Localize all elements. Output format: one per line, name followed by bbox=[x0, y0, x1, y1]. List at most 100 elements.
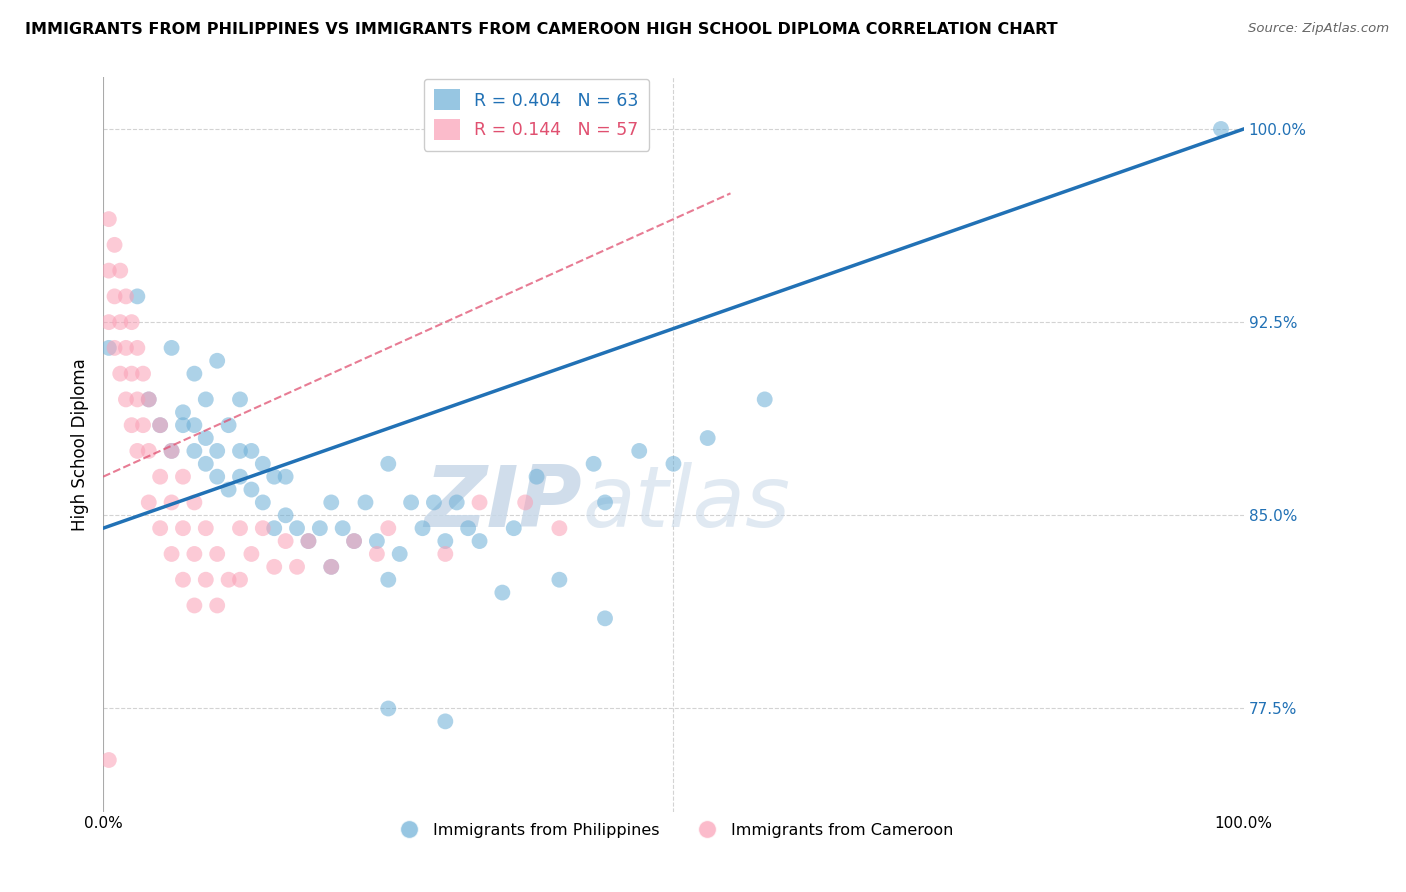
Point bbox=[205, 599, 228, 613]
Point bbox=[548, 521, 571, 535]
Point bbox=[110, 315, 132, 329]
Point bbox=[149, 521, 172, 535]
Point bbox=[132, 418, 155, 433]
Point bbox=[593, 611, 616, 625]
Point bbox=[218, 418, 240, 433]
Point bbox=[321, 559, 343, 574]
Point bbox=[110, 367, 132, 381]
Point bbox=[183, 367, 205, 381]
Point bbox=[160, 444, 183, 458]
Point bbox=[502, 521, 524, 535]
Point bbox=[285, 559, 308, 574]
Point bbox=[160, 495, 183, 509]
Point bbox=[285, 521, 308, 535]
Point bbox=[172, 573, 194, 587]
Point bbox=[138, 392, 160, 407]
Point bbox=[446, 495, 468, 509]
Point bbox=[229, 392, 252, 407]
Point bbox=[218, 573, 240, 587]
Point bbox=[263, 559, 285, 574]
Point bbox=[183, 547, 205, 561]
Point bbox=[172, 469, 194, 483]
Point bbox=[149, 469, 172, 483]
Point bbox=[229, 521, 252, 535]
Point bbox=[434, 714, 457, 729]
Point bbox=[160, 547, 183, 561]
Point bbox=[377, 521, 399, 535]
Point bbox=[377, 573, 399, 587]
Point bbox=[172, 405, 194, 419]
Point bbox=[423, 495, 446, 509]
Point bbox=[97, 315, 120, 329]
Point bbox=[593, 495, 616, 509]
Point bbox=[662, 457, 685, 471]
Point bbox=[103, 341, 125, 355]
Point bbox=[468, 495, 491, 509]
Point bbox=[548, 573, 571, 587]
Point bbox=[582, 457, 605, 471]
Point bbox=[515, 495, 537, 509]
Point bbox=[366, 547, 388, 561]
Point bbox=[343, 534, 366, 549]
Point bbox=[252, 495, 274, 509]
Point bbox=[138, 392, 160, 407]
Point bbox=[149, 418, 172, 433]
Point bbox=[115, 289, 138, 303]
Point bbox=[138, 444, 160, 458]
Point bbox=[343, 534, 366, 549]
Point bbox=[115, 392, 138, 407]
Point bbox=[274, 534, 297, 549]
Y-axis label: High School Diploma: High School Diploma bbox=[72, 358, 89, 531]
Point bbox=[194, 392, 217, 407]
Point bbox=[229, 444, 252, 458]
Point bbox=[297, 534, 319, 549]
Point bbox=[297, 534, 319, 549]
Point bbox=[388, 547, 411, 561]
Point bbox=[434, 534, 457, 549]
Point bbox=[127, 444, 149, 458]
Point bbox=[321, 495, 343, 509]
Point bbox=[115, 341, 138, 355]
Point bbox=[121, 315, 143, 329]
Text: IMMIGRANTS FROM PHILIPPINES VS IMMIGRANTS FROM CAMEROON HIGH SCHOOL DIPLOMA CORR: IMMIGRANTS FROM PHILIPPINES VS IMMIGRANT… bbox=[25, 22, 1057, 37]
Point bbox=[229, 573, 252, 587]
Point bbox=[377, 701, 399, 715]
Point bbox=[263, 469, 285, 483]
Point bbox=[274, 508, 297, 523]
Point bbox=[252, 457, 274, 471]
Point bbox=[183, 599, 205, 613]
Point bbox=[754, 392, 776, 407]
Point bbox=[526, 469, 548, 483]
Point bbox=[332, 521, 354, 535]
Point bbox=[149, 418, 172, 433]
Point bbox=[321, 559, 343, 574]
Point bbox=[110, 263, 132, 277]
Point bbox=[205, 469, 228, 483]
Point bbox=[97, 341, 120, 355]
Point bbox=[229, 469, 252, 483]
Point bbox=[252, 521, 274, 535]
Point bbox=[696, 431, 718, 445]
Point bbox=[205, 353, 228, 368]
Point bbox=[97, 263, 120, 277]
Point bbox=[354, 495, 377, 509]
Point bbox=[366, 534, 388, 549]
Point bbox=[205, 547, 228, 561]
Point bbox=[218, 483, 240, 497]
Point bbox=[240, 547, 263, 561]
Point bbox=[1209, 122, 1232, 136]
Point bbox=[434, 547, 457, 561]
Legend: Immigrants from Philippines, Immigrants from Cameroon: Immigrants from Philippines, Immigrants … bbox=[387, 816, 960, 844]
Text: atlas: atlas bbox=[582, 462, 790, 545]
Point bbox=[194, 431, 217, 445]
Point bbox=[491, 585, 513, 599]
Point bbox=[412, 521, 434, 535]
Point bbox=[468, 534, 491, 549]
Point bbox=[183, 444, 205, 458]
Point bbox=[103, 238, 125, 252]
Point bbox=[194, 573, 217, 587]
Point bbox=[183, 495, 205, 509]
Point bbox=[121, 367, 143, 381]
Point bbox=[97, 753, 120, 767]
Point bbox=[97, 212, 120, 227]
